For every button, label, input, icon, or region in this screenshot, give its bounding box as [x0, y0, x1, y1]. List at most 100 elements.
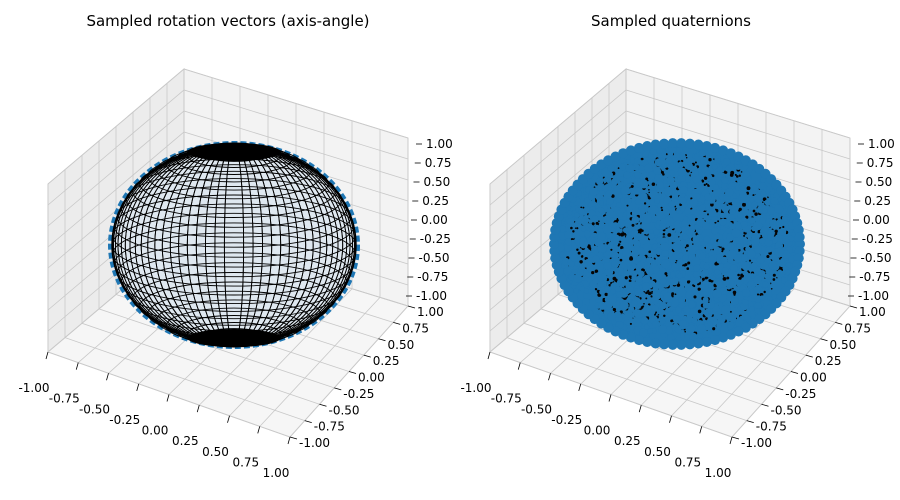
- x-tick: [227, 415, 230, 423]
- quaternion-point: [720, 256, 728, 264]
- x-tick: [729, 436, 733, 445]
- x-tick-label: -0.75: [49, 392, 80, 406]
- quaternion-point-edge: [686, 280, 691, 284]
- quaternion-point: [767, 206, 776, 215]
- y-tick-label: 1.00: [417, 305, 444, 319]
- quaternion-point-edge: [619, 310, 623, 314]
- quaternion-point-edge: [662, 232, 666, 236]
- quaternion-point: [661, 259, 671, 269]
- quaternion-point: [665, 216, 671, 222]
- quaternion-point-edge: [570, 226, 573, 230]
- z-tick-label: 0.50: [866, 175, 893, 189]
- quaternion-point-edge: [740, 274, 744, 278]
- quaternion-point: [665, 157, 673, 164]
- quaternion-point: [677, 167, 687, 177]
- quaternion-point: [668, 200, 676, 208]
- quaternion-point: [581, 226, 586, 232]
- quaternion-point-edge: [745, 215, 749, 219]
- quaternion-point-edge: [694, 161, 697, 164]
- quaternion-point-edge: [662, 173, 665, 176]
- quaternion-point: [679, 153, 686, 160]
- z-tick-label: 0.25: [422, 194, 449, 208]
- quaternion-point-edge: [608, 284, 611, 287]
- quaternion-point: [680, 333, 685, 339]
- quaternion-point: [604, 286, 612, 294]
- quaternion-point: [717, 238, 726, 247]
- quaternion-point-rim: [718, 145, 729, 156]
- quaternion-point: [604, 267, 614, 277]
- quaternion-point: [618, 253, 624, 259]
- quaternion-point: [679, 197, 687, 205]
- quaternion-point-edge: [743, 234, 746, 237]
- quaternion-point: [575, 217, 582, 224]
- quaternion-point-rim: [684, 138, 695, 149]
- quaternion-point-edge: [645, 177, 649, 181]
- quaternion-point: [632, 270, 639, 276]
- quaternion-point: [659, 158, 666, 165]
- y-tick: [835, 321, 843, 325]
- quaternion-point: [708, 255, 715, 262]
- x-tick: [548, 373, 551, 381]
- quaternion-point-edge: [772, 278, 776, 281]
- quaternion-point: [697, 324, 706, 333]
- quaternion-point: [721, 204, 730, 213]
- quaternion-point: [760, 177, 766, 183]
- quaternion-point-edge: [738, 209, 741, 212]
- quaternion-point: [680, 239, 686, 245]
- quaternion-point: [656, 181, 664, 189]
- z-tick-label: -0.50: [419, 251, 450, 265]
- y-tick-label: 0.75: [844, 321, 871, 335]
- quaternion-point: [634, 290, 642, 297]
- quaternion-point: [565, 215, 575, 225]
- x-tick: [287, 436, 291, 445]
- quaternion-point-edge: [732, 287, 734, 290]
- quaternion-point: [702, 287, 711, 297]
- y-tick: [805, 354, 813, 358]
- y-tick-label: -1.00: [299, 436, 330, 450]
- quaternion-point: [739, 190, 747, 199]
- quaternion-point: [626, 226, 633, 232]
- z-tick-label: 0.75: [425, 156, 452, 170]
- quaternion-point-edge: [619, 240, 622, 243]
- y-tick-label: 1.00: [859, 305, 886, 319]
- z-tick-label: -0.25: [420, 232, 451, 246]
- quaternion-point: [640, 308, 647, 315]
- quaternion-point: [731, 228, 741, 238]
- quaternion-point: [681, 220, 688, 227]
- quaternion-point: [669, 170, 676, 176]
- quaternion-point: [570, 254, 579, 262]
- quaternion-point: [631, 216, 640, 224]
- quaternion-point: [700, 280, 709, 290]
- y-tick: [820, 338, 828, 342]
- quaternion-point: [686, 182, 693, 189]
- y-tick-label: -0.25: [343, 387, 374, 401]
- x-tick: [136, 383, 140, 391]
- quaternion-point: [642, 151, 649, 158]
- quaternion-point: [682, 305, 691, 314]
- y-tick-label: 0.50: [388, 338, 415, 352]
- quaternion-point: [702, 222, 710, 230]
- quaternion-point: [637, 247, 645, 254]
- quaternion-point: [605, 177, 612, 184]
- quaternion-point: [699, 241, 706, 247]
- quaternion-point: [643, 324, 650, 330]
- quaternion-point-edge: [643, 303, 645, 305]
- quaternion-point: [717, 234, 723, 240]
- quaternion-point-rim: [701, 141, 712, 151]
- quaternion-point: [760, 190, 767, 197]
- y-tick-label: -0.25: [785, 387, 816, 401]
- quaternion-point: [784, 269, 791, 275]
- quaternion-point: [583, 269, 589, 276]
- quaternion-point-edge: [762, 201, 764, 203]
- quaternion-point: [625, 164, 635, 173]
- quaternion-point-rim: [549, 239, 559, 249]
- quaternion-point-edge: [738, 277, 740, 280]
- quaternion-point-edge: [676, 283, 681, 287]
- quaternion-point-edge: [651, 290, 653, 293]
- quaternion-point: [653, 229, 660, 235]
- quaternion-point: [588, 201, 596, 209]
- quaternion-point-edge: [717, 220, 720, 223]
- quaternion-point: [582, 262, 588, 268]
- quaternion-point-edge: [752, 209, 756, 213]
- quaternion-point: [698, 149, 706, 157]
